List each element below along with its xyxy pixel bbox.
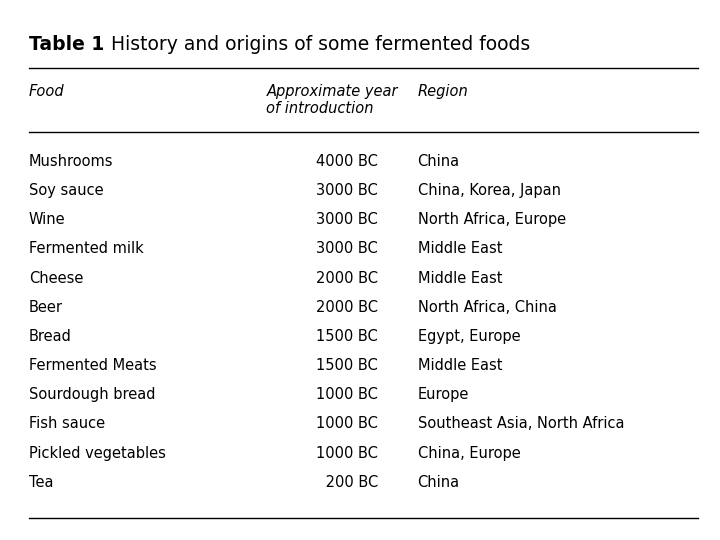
Text: China: China: [418, 475, 460, 490]
Text: 1000 BC: 1000 BC: [316, 446, 378, 461]
Text: 2000 BC: 2000 BC: [316, 271, 378, 286]
Text: Cheese: Cheese: [29, 271, 84, 286]
Text: 1500 BC: 1500 BC: [316, 358, 378, 373]
Text: 1000 BC: 1000 BC: [316, 416, 378, 431]
Text: 3000 BC: 3000 BC: [316, 183, 378, 198]
Text: China, Korea, Japan: China, Korea, Japan: [418, 183, 561, 198]
Text: Fermented Meats: Fermented Meats: [29, 358, 156, 373]
Text: Fish sauce: Fish sauce: [29, 416, 105, 431]
Text: Table 1: Table 1: [29, 35, 104, 54]
Text: North Africa, China: North Africa, China: [418, 300, 557, 315]
Text: 3000 BC: 3000 BC: [316, 212, 378, 227]
Text: Pickled vegetables: Pickled vegetables: [29, 446, 166, 461]
Text: 1500 BC: 1500 BC: [316, 329, 378, 344]
Text: 4000 BC: 4000 BC: [316, 154, 378, 169]
Text: Beer: Beer: [29, 300, 63, 315]
Text: Soy sauce: Soy sauce: [29, 183, 104, 198]
Text: Fermented milk: Fermented milk: [29, 241, 143, 256]
Text: Region: Region: [418, 84, 468, 99]
Text: Middle East: Middle East: [418, 358, 502, 373]
Text: Food: Food: [29, 84, 64, 99]
Text: Wine: Wine: [29, 212, 66, 227]
Text: Sourdough bread: Sourdough bread: [29, 387, 156, 402]
Text: Bread: Bread: [29, 329, 72, 344]
Text: North Africa, Europe: North Africa, Europe: [418, 212, 566, 227]
Text: Approximate year
of introduction: Approximate year of introduction: [266, 84, 398, 116]
Text: China: China: [418, 154, 460, 169]
Text: 3000 BC: 3000 BC: [316, 241, 378, 256]
Text: 2000 BC: 2000 BC: [316, 300, 378, 315]
Text: Middle East: Middle East: [418, 241, 502, 256]
Text: Europe: Europe: [418, 387, 469, 402]
Text: Southeast Asia, North Africa: Southeast Asia, North Africa: [418, 416, 624, 431]
Text: Mushrooms: Mushrooms: [29, 154, 113, 169]
Text: Tea: Tea: [29, 475, 53, 490]
Text: 1000 BC: 1000 BC: [316, 387, 378, 402]
Text: Middle East: Middle East: [418, 271, 502, 286]
Text: Egypt, Europe: Egypt, Europe: [418, 329, 521, 344]
Text: History and origins of some fermented foods: History and origins of some fermented fo…: [99, 35, 530, 54]
Text: China, Europe: China, Europe: [418, 446, 521, 461]
Text: 200 BC: 200 BC: [320, 475, 378, 490]
